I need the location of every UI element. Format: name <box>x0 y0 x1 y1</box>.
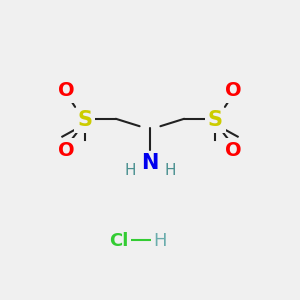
Text: S: S <box>53 141 54 142</box>
Text: O: O <box>225 81 242 100</box>
Text: O: O <box>58 140 75 160</box>
Text: Cl: Cl <box>109 232 128 250</box>
Text: S: S <box>208 110 223 130</box>
Text: H: H <box>154 232 167 250</box>
Text: H: H <box>164 163 176 178</box>
Text: S: S <box>56 146 57 148</box>
Text: S: S <box>77 110 92 130</box>
Text: O: O <box>58 81 75 100</box>
Text: H: H <box>125 163 136 178</box>
Text: N: N <box>141 153 159 173</box>
Text: O: O <box>225 140 242 160</box>
